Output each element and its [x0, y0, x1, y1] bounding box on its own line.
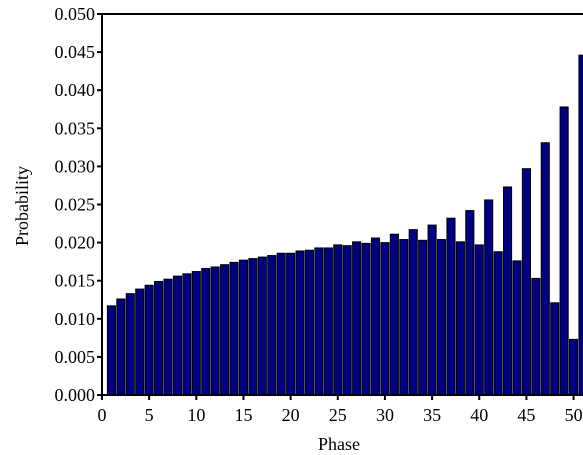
bar	[248, 258, 258, 396]
bar	[323, 247, 333, 396]
bar	[229, 261, 239, 396]
bar	[220, 264, 230, 396]
bar	[493, 251, 503, 396]
y-tick-label: 0.030	[55, 156, 96, 176]
y-tick-label: 0.015	[55, 271, 96, 291]
bar	[399, 239, 409, 396]
bar	[521, 168, 531, 396]
bar	[106, 305, 116, 396]
x-tick-label: 50	[565, 405, 583, 425]
bar	[370, 237, 381, 396]
y-tick-label: 0.035	[55, 118, 96, 138]
bar	[559, 106, 569, 396]
bar	[333, 244, 343, 396]
bar	[342, 245, 352, 396]
x-tick-label: 10	[187, 405, 205, 425]
bar	[191, 271, 201, 396]
x-tick-label: 25	[329, 405, 347, 425]
bar	[455, 241, 465, 396]
bar	[484, 199, 494, 396]
bar	[502, 186, 513, 396]
bar	[550, 302, 560, 396]
bar	[361, 242, 371, 396]
y-tick-label: 0.000	[55, 385, 96, 405]
x-tick-label: 35	[423, 405, 441, 425]
bar	[286, 252, 296, 396]
y-tick-label: 0.050	[55, 4, 96, 24]
x-axis-title: Phase	[318, 434, 360, 454]
y-tick-label: 0.040	[55, 80, 96, 100]
y-tick-label: 0.045	[55, 42, 96, 62]
x-tick-label: 20	[282, 405, 300, 425]
x-tick-label: 45	[517, 405, 535, 425]
bar	[436, 239, 447, 396]
bar	[446, 217, 456, 396]
bar	[125, 293, 135, 396]
bar	[257, 256, 267, 396]
bar	[163, 278, 173, 396]
bar	[172, 275, 183, 396]
bar	[427, 224, 437, 396]
x-tick-label: 30	[376, 405, 394, 425]
bar	[210, 266, 220, 396]
bar	[135, 288, 145, 396]
bar	[389, 233, 399, 396]
bar	[295, 250, 305, 396]
bar	[238, 259, 249, 396]
x-tick-label: 5	[145, 405, 154, 425]
bar	[380, 242, 390, 396]
bar	[267, 255, 277, 396]
bar	[408, 229, 418, 396]
x-tick-label: 15	[234, 405, 252, 425]
x-tick-label: 40	[470, 405, 488, 425]
y-tick-label: 0.005	[55, 347, 96, 367]
x-axis: 0 5 10 15 20 25 30 35 40 45 50	[98, 395, 583, 425]
bar	[465, 210, 475, 396]
bar	[276, 252, 286, 396]
bar	[304, 249, 315, 396]
bar	[154, 280, 164, 396]
bar	[352, 241, 362, 396]
bar	[201, 268, 211, 396]
x-tick-label: 0	[98, 405, 107, 425]
bar	[569, 338, 579, 396]
bar	[418, 239, 428, 396]
bar	[540, 142, 550, 396]
y-axis: 0.000 0.005 0.010 0.015 0.020 0.025 0.030 0.035…	[55, 4, 102, 405]
y-tick-label: 0.025	[55, 195, 96, 215]
bar	[578, 54, 583, 396]
y-tick-label: 0.010	[55, 309, 96, 329]
bar	[116, 298, 126, 396]
bar	[531, 277, 541, 396]
y-axis-title: Probability	[12, 166, 32, 246]
bar	[512, 260, 522, 396]
bar	[144, 284, 154, 396]
bar	[314, 247, 324, 396]
bar	[182, 273, 192, 396]
bar-series	[106, 54, 583, 396]
bar	[474, 244, 484, 396]
y-tick-label: 0.020	[55, 233, 96, 253]
